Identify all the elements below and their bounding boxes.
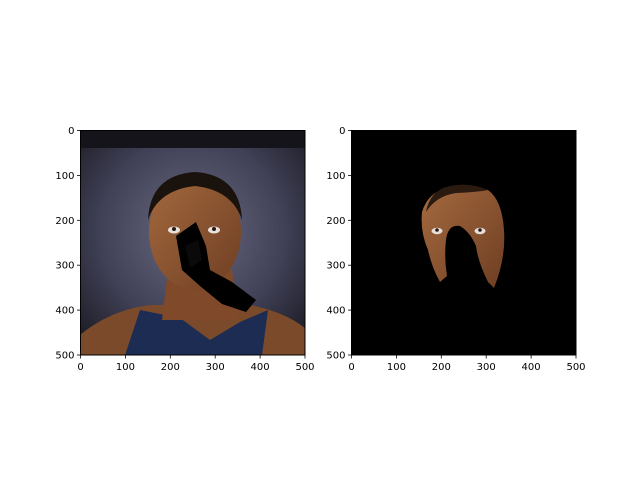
x-tick-label-right-200: 200: [432, 362, 451, 373]
x-tick-label-left-200: 200: [161, 362, 180, 373]
x-tick-label-left-300: 300: [206, 362, 225, 373]
y-tick-label-right-200: 200: [326, 216, 345, 227]
x-tick-label-right-100: 100: [387, 362, 406, 373]
x-tick-label-left-400: 400: [251, 362, 270, 373]
x-tick-label-right-400: 400: [522, 362, 541, 373]
x-tick-label-right-300: 300: [477, 362, 496, 373]
y-tick-label-left-0: 0: [68, 126, 74, 137]
y-tick-label-right-400: 400: [326, 306, 345, 317]
x-tick-label-left-0: 0: [77, 362, 83, 373]
y-tick-label-left-300: 300: [55, 261, 74, 272]
x-tick-label-right-0: 0: [348, 362, 354, 373]
mask-image: [351, 130, 576, 355]
photo-image: [80, 130, 305, 355]
y-tick-label-right-0: 0: [339, 126, 345, 137]
axes-frame-right: [351, 130, 577, 356]
y-tick-label-right-500: 500: [326, 351, 345, 362]
y-tick-label-left-100: 100: [55, 171, 74, 182]
y-tick-label-left-400: 400: [55, 306, 74, 317]
y-tick-label-left-200: 200: [55, 216, 74, 227]
axes-frame-left: [80, 130, 306, 356]
y-tick-label-right-100: 100: [326, 171, 345, 182]
x-tick-label-left-100: 100: [116, 362, 135, 373]
x-tick-label-left-500: 500: [295, 362, 314, 373]
y-tick-label-right-300: 300: [326, 261, 345, 272]
x-tick-label-right-500: 500: [566, 362, 585, 373]
y-tick-label-left-500: 500: [55, 351, 74, 362]
